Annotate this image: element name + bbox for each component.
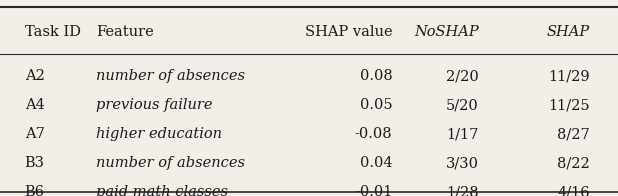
Text: A4: A4 [25, 98, 44, 113]
Text: 0.04: 0.04 [360, 156, 392, 171]
Text: 5/20: 5/20 [446, 98, 479, 113]
Text: higher education: higher education [96, 127, 222, 142]
Text: B3: B3 [25, 156, 44, 171]
Text: 2/20: 2/20 [446, 69, 479, 83]
Text: number of absences: number of absences [96, 156, 245, 171]
Text: paid math classes: paid math classes [96, 185, 228, 196]
Text: 1/28: 1/28 [446, 185, 479, 196]
Text: NoSHAP: NoSHAP [414, 25, 479, 39]
Text: 4/16: 4/16 [557, 185, 590, 196]
Text: previous failure: previous failure [96, 98, 213, 113]
Text: B6: B6 [25, 185, 44, 196]
Text: 0.05: 0.05 [360, 98, 392, 113]
Text: -0.01: -0.01 [355, 185, 392, 196]
Text: 8/22: 8/22 [557, 156, 590, 171]
Text: SHAP: SHAP [547, 25, 590, 39]
Text: 1/17: 1/17 [447, 127, 479, 142]
Text: 8/27: 8/27 [557, 127, 590, 142]
Text: Task ID: Task ID [25, 25, 81, 39]
Text: 3/30: 3/30 [446, 156, 479, 171]
Text: Feature: Feature [96, 25, 153, 39]
Text: -0.08: -0.08 [355, 127, 392, 142]
Text: 0.08: 0.08 [360, 69, 392, 83]
Text: SHAP value: SHAP value [305, 25, 392, 39]
Text: 11/29: 11/29 [549, 69, 590, 83]
Text: number of absences: number of absences [96, 69, 245, 83]
Text: A7: A7 [25, 127, 44, 142]
Text: A2: A2 [25, 69, 44, 83]
Text: 11/25: 11/25 [549, 98, 590, 113]
